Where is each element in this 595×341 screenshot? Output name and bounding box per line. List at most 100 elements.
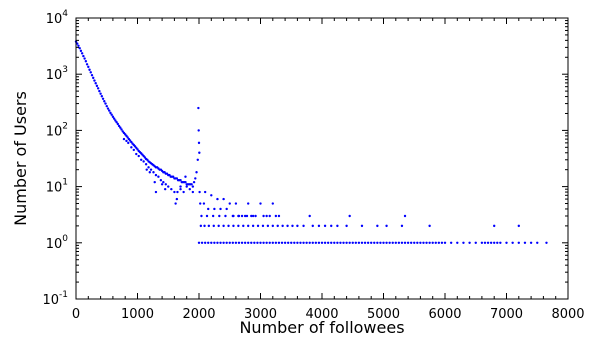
data-point bbox=[142, 160, 144, 162]
data-point bbox=[104, 102, 106, 104]
data-point bbox=[358, 242, 360, 244]
data-point bbox=[81, 52, 83, 54]
data-point bbox=[315, 242, 317, 244]
data-point bbox=[324, 225, 326, 227]
data-point bbox=[425, 242, 427, 244]
data-point bbox=[192, 185, 194, 187]
data-point bbox=[267, 225, 269, 227]
data-point bbox=[206, 215, 208, 217]
data-point bbox=[197, 107, 199, 109]
data-point bbox=[428, 225, 430, 227]
data-point bbox=[182, 191, 184, 193]
data-point bbox=[145, 163, 147, 165]
data-point bbox=[170, 188, 172, 190]
data-point bbox=[208, 225, 210, 227]
data-point bbox=[232, 215, 234, 217]
data-point bbox=[179, 185, 181, 187]
data-point bbox=[281, 225, 283, 227]
y-tick-exponent: 0 bbox=[62, 234, 68, 244]
data-point bbox=[222, 242, 224, 244]
data-point bbox=[493, 242, 495, 244]
data-point bbox=[401, 242, 403, 244]
data-point bbox=[216, 242, 218, 244]
y-tick-base: 10 bbox=[42, 293, 59, 308]
data-point bbox=[154, 181, 156, 183]
data-point bbox=[490, 242, 492, 244]
data-point bbox=[262, 215, 264, 217]
x-tick-label: 1000 bbox=[121, 307, 154, 322]
data-point bbox=[85, 60, 87, 62]
data-point bbox=[232, 242, 234, 244]
y-tick-exponent: -1 bbox=[59, 290, 68, 300]
data-point bbox=[518, 242, 520, 244]
data-point bbox=[229, 242, 231, 244]
data-point bbox=[237, 215, 239, 217]
data-point bbox=[545, 242, 547, 244]
data-point bbox=[135, 153, 137, 155]
data-point bbox=[189, 188, 191, 190]
data-point bbox=[278, 242, 280, 244]
data-point bbox=[87, 66, 89, 68]
data-point bbox=[222, 225, 224, 227]
data-point bbox=[201, 242, 203, 244]
data-point bbox=[93, 79, 95, 81]
y-axis-tick-labels: 10-1100101102103104 bbox=[42, 9, 68, 308]
data-point bbox=[262, 242, 264, 244]
data-point bbox=[265, 215, 267, 217]
data-point bbox=[382, 242, 384, 244]
data-point bbox=[281, 242, 283, 244]
data-point bbox=[330, 242, 332, 244]
data-point bbox=[252, 215, 254, 217]
y-tick-label: 102 bbox=[46, 121, 68, 139]
data-point bbox=[133, 149, 135, 151]
data-points bbox=[75, 40, 548, 244]
data-point bbox=[265, 242, 267, 244]
data-point bbox=[364, 242, 366, 244]
data-point bbox=[165, 183, 167, 185]
data-point bbox=[499, 242, 501, 244]
data-point bbox=[404, 242, 406, 244]
data-point bbox=[435, 242, 437, 244]
data-point bbox=[318, 242, 320, 244]
data-point bbox=[213, 242, 215, 244]
data-point bbox=[241, 215, 243, 217]
data-point bbox=[222, 198, 224, 200]
data-point bbox=[401, 225, 403, 227]
data-point bbox=[174, 202, 176, 204]
data-point bbox=[217, 225, 219, 227]
data-point bbox=[218, 215, 220, 217]
data-point bbox=[379, 242, 381, 244]
data-point bbox=[210, 194, 212, 196]
data-point bbox=[475, 242, 477, 244]
data-point bbox=[348, 242, 350, 244]
y-tick-label: 100 bbox=[46, 234, 69, 252]
y-axis-title: Number of Users bbox=[11, 91, 30, 226]
data-point bbox=[198, 142, 200, 144]
data-point bbox=[456, 242, 458, 244]
data-point bbox=[275, 215, 277, 217]
data-point bbox=[97, 87, 99, 89]
data-point bbox=[336, 225, 338, 227]
data-point bbox=[376, 242, 378, 244]
data-point bbox=[107, 107, 109, 109]
data-point bbox=[210, 242, 212, 244]
data-point bbox=[462, 242, 464, 244]
data-point bbox=[224, 215, 226, 217]
data-point bbox=[253, 242, 255, 244]
y-tick-base: 10 bbox=[46, 181, 63, 196]
data-point bbox=[416, 242, 418, 244]
x-tick-label: 6000 bbox=[428, 307, 461, 322]
data-point bbox=[99, 92, 101, 94]
data-point bbox=[213, 225, 215, 227]
data-point bbox=[238, 242, 240, 244]
data-point bbox=[247, 225, 249, 227]
data-point bbox=[176, 198, 178, 200]
data-point bbox=[348, 215, 350, 217]
data-point bbox=[318, 225, 320, 227]
data-point bbox=[88, 69, 90, 71]
data-point bbox=[373, 242, 375, 244]
data-point bbox=[272, 242, 274, 244]
data-point bbox=[106, 105, 108, 107]
data-point bbox=[167, 185, 169, 187]
